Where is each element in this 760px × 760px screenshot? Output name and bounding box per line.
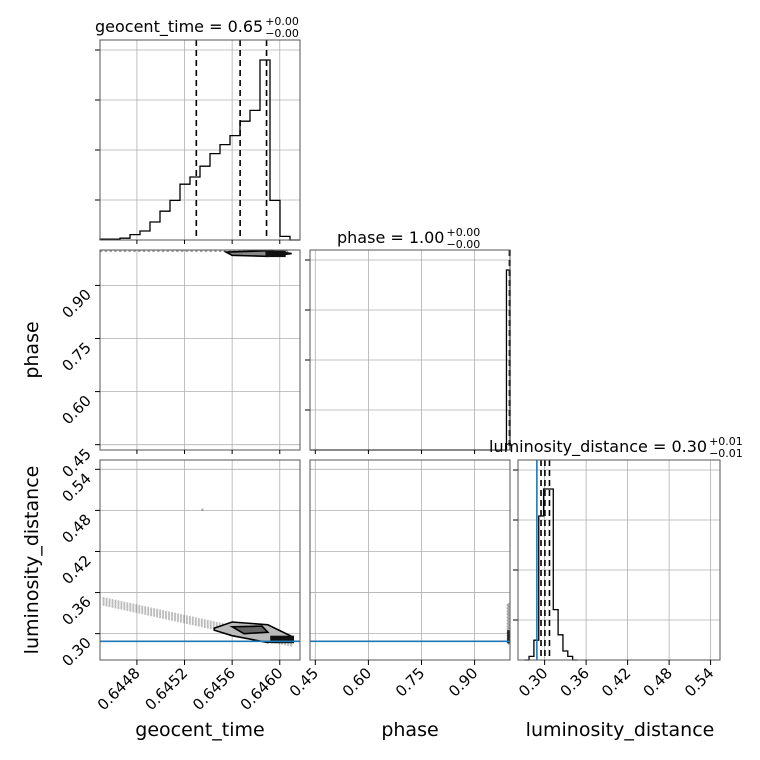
title-minus-luminosity-distance: −0.01 <box>709 447 743 460</box>
x-tick-label-geocent-time-2: 0.6456 <box>189 664 239 714</box>
x-axis-label-geocent-time: geocent_time <box>135 719 264 741</box>
title-minus-geocent-time: −0.00 <box>265 27 299 40</box>
histogram-geocent-time <box>99 59 300 241</box>
x-tick-label-geocent-time-1: 0.6452 <box>142 664 192 714</box>
panel-hist-geocent-time <box>95 39 301 241</box>
title-main-luminosity-distance: luminosity_distance = 0.30 <box>489 437 707 457</box>
title-plus-phase: +0.00 <box>446 226 480 239</box>
title-main-phase: phase = 1.00 <box>337 228 444 247</box>
panel-hist-phase <box>305 249 511 451</box>
x-tick-label-geocent-time-3: 0.6460 <box>237 664 287 714</box>
x-axis-label-luminosity-distance: luminosity_distance <box>526 719 715 741</box>
title-geocent-time: geocent_time = 0.65 +0.00−0.00 <box>95 15 299 40</box>
x-tick-label-phase-2: 0.75 <box>392 664 428 700</box>
title-plus-luminosity-distance: +0.01 <box>709 435 743 448</box>
y-tick-label-luminosity-distance-1: 0.36 <box>58 593 94 629</box>
panel-2d-geocent-time-luminosity-distance <box>99 459 301 661</box>
contour-inner-geocent-time-luminosity-distance <box>229 625 270 635</box>
panel-hist-luminosity-distance <box>513 459 721 661</box>
x-axis-label-phase: phase <box>381 719 438 741</box>
x-tick-label-luminosity-distance-1: 0.36 <box>557 664 593 700</box>
y-tick-label-luminosity-distance-3: 0.48 <box>58 510 94 546</box>
x-tick-label-phase-1: 0.60 <box>339 664 375 700</box>
title-minus-phase: −0.00 <box>446 238 480 251</box>
histogram-luminosity-distance <box>524 488 578 661</box>
panel-2d-phase-luminosity-distance <box>309 459 511 661</box>
x-tick-label-luminosity-distance-0: 0.30 <box>515 664 551 700</box>
panel-2d-geocent-time-phase <box>99 249 301 451</box>
y-axis-label-phase: phase <box>21 321 43 378</box>
title-luminosity-distance: luminosity_distance = 0.30 +0.01−0.01 <box>489 435 743 460</box>
x-tick-label-luminosity-distance-4: 0.54 <box>681 664 717 700</box>
y-tick-label-luminosity-distance-2: 0.42 <box>58 552 94 588</box>
x-tick-label-geocent-time-0: 0.6448 <box>94 664 144 714</box>
y-axis-label-luminosity-distance: luminosity_distance <box>21 466 43 655</box>
title-phase: phase = 1.00 +0.00−0.00 <box>337 226 480 251</box>
x-tick-label-phase-3: 0.90 <box>445 664 481 700</box>
y-tick-label-luminosity-distance-0: 0.30 <box>58 634 94 670</box>
y-tick-label-phase-2: 0.75 <box>58 339 94 375</box>
x-tick-label-phase-0: 0.45 <box>286 664 322 700</box>
title-main-geocent-time: geocent_time = 0.65 <box>95 17 263 37</box>
x-tick-label-luminosity-distance-3: 0.48 <box>640 664 676 700</box>
x-tick-label-luminosity-distance-2: 0.42 <box>598 664 634 700</box>
y-tick-label-phase-1: 0.60 <box>58 392 94 428</box>
density-phase-luminosity-distance <box>507 630 510 644</box>
title-plus-geocent-time: +0.00 <box>265 15 299 28</box>
y-tick-label-phase-3: 0.90 <box>58 285 94 321</box>
